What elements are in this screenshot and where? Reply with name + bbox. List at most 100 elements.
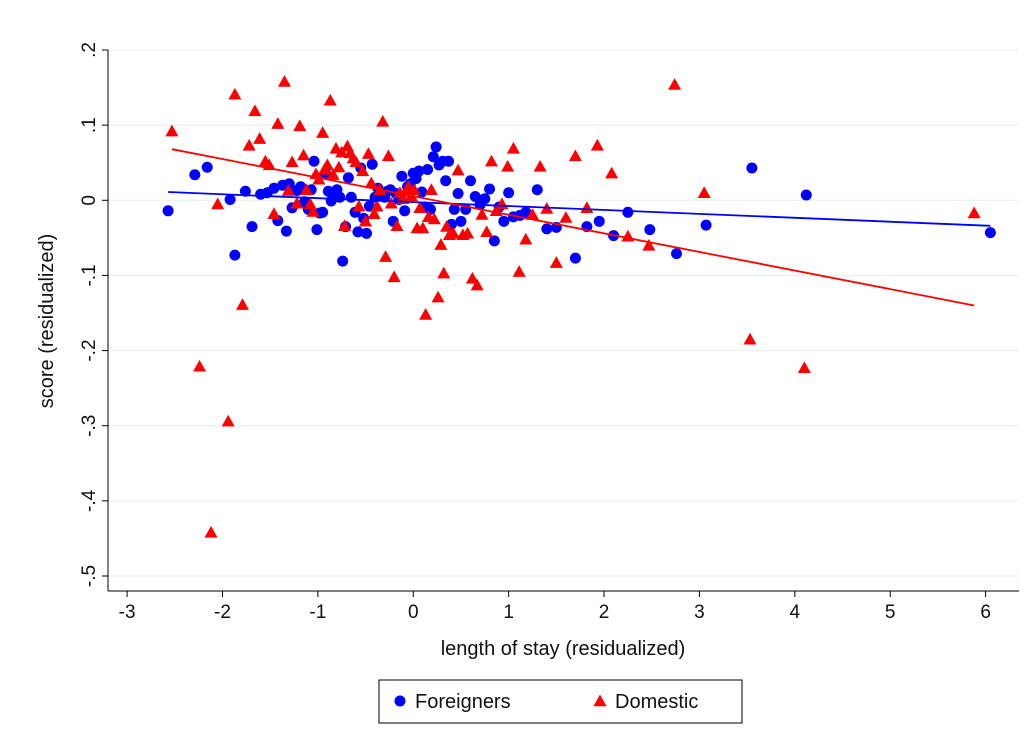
x-ticks: -3 -2 -1 0 1 2 3 4 5 6	[119, 591, 991, 623]
data-point	[248, 104, 262, 117]
data-point	[430, 141, 442, 153]
axes	[107, 50, 1019, 592]
series-domestic	[165, 75, 981, 538]
data-point	[465, 271, 479, 284]
data-point	[700, 219, 712, 231]
data-point	[356, 164, 370, 177]
data-point	[407, 183, 421, 195]
data-point	[427, 212, 441, 225]
data-point	[361, 147, 375, 159]
data-point	[379, 250, 393, 262]
legend-box	[378, 679, 743, 724]
data-point	[413, 165, 425, 177]
x-tick-label: 2	[599, 602, 610, 623]
data-point	[506, 141, 520, 154]
data-point	[488, 235, 500, 247]
y-tick-label: .2	[79, 42, 100, 58]
data-point	[229, 249, 241, 261]
data-point	[390, 219, 404, 232]
data-point	[271, 117, 285, 129]
legend-label-foreigners: Foreigners	[415, 691, 511, 713]
data-point	[461, 226, 475, 239]
y-tick-label: -.1	[79, 264, 100, 286]
data-point	[541, 223, 553, 235]
x-tick-label: 5	[885, 602, 896, 623]
data-point	[162, 205, 174, 217]
data-point	[440, 175, 452, 187]
data-point	[396, 170, 408, 182]
y-tick-label: .1	[79, 117, 100, 133]
data-point	[797, 361, 811, 374]
data-point	[334, 191, 346, 203]
x-tick-label: -3	[119, 602, 136, 623]
data-point	[345, 191, 357, 203]
data-point	[201, 161, 213, 173]
x-tick-label: 0	[408, 602, 419, 623]
legend-marker-domestic	[593, 694, 607, 707]
data-point	[283, 178, 295, 190]
data-point	[290, 196, 304, 209]
data-point	[605, 166, 619, 179]
data-point	[204, 525, 218, 538]
data-point	[293, 119, 307, 132]
data-point	[193, 359, 207, 372]
data-point	[593, 215, 605, 227]
data-point	[242, 138, 256, 151]
data-point	[498, 215, 510, 227]
y-tick-label: 0	[79, 195, 100, 206]
data-point	[475, 208, 489, 220]
data-point	[387, 270, 401, 283]
data-point	[422, 163, 434, 175]
data-point	[267, 207, 281, 220]
data-point	[239, 185, 251, 197]
data-point	[484, 154, 498, 167]
data-point	[342, 172, 354, 184]
data-point	[569, 252, 581, 264]
data-point	[434, 238, 448, 250]
data-point	[165, 124, 179, 137]
data-point	[317, 206, 329, 218]
fit-line-domestic	[171, 148, 975, 307]
data-point	[338, 219, 352, 232]
data-point	[337, 255, 349, 267]
data-point	[413, 201, 427, 213]
data-point	[370, 199, 384, 212]
x-tick-label: -2	[214, 602, 231, 623]
x-tick-label: 6	[980, 602, 991, 623]
data-point	[316, 126, 330, 138]
data-point	[479, 193, 491, 205]
data-point	[349, 155, 363, 168]
scatter-plot: .2 .1 0 -.1 -.2 -.3 -.4 -.5 -3 -2 -1 0 1 2 3 4 5 6 lengt…	[36, 42, 1019, 724]
data-point	[743, 332, 757, 345]
data-point	[416, 221, 430, 234]
data-point	[332, 160, 346, 173]
data-point	[580, 201, 594, 213]
data-point	[644, 224, 656, 236]
data-point	[470, 278, 484, 291]
y-axis-title: score (residualized)	[36, 234, 58, 409]
data-point	[381, 149, 395, 162]
data-point	[361, 227, 373, 239]
data-point	[451, 163, 465, 176]
data-point	[228, 87, 242, 100]
data-point	[484, 183, 496, 195]
gridlines	[108, 49, 1019, 577]
data-point	[364, 176, 378, 189]
data-point	[359, 214, 373, 227]
data-point	[376, 114, 390, 127]
data-point	[697, 186, 711, 198]
data-point	[367, 207, 381, 220]
data-point	[280, 225, 292, 237]
data-point	[440, 220, 454, 232]
y-tick-label: -.4	[79, 489, 100, 512]
data-point	[448, 203, 460, 215]
data-point	[480, 225, 494, 238]
data-point	[419, 308, 433, 320]
data-point	[746, 162, 758, 174]
data-point	[326, 168, 340, 180]
data-point	[299, 183, 313, 195]
data-point	[221, 414, 235, 427]
data-point	[308, 155, 320, 167]
data-point	[501, 159, 515, 172]
data-point	[503, 187, 515, 199]
